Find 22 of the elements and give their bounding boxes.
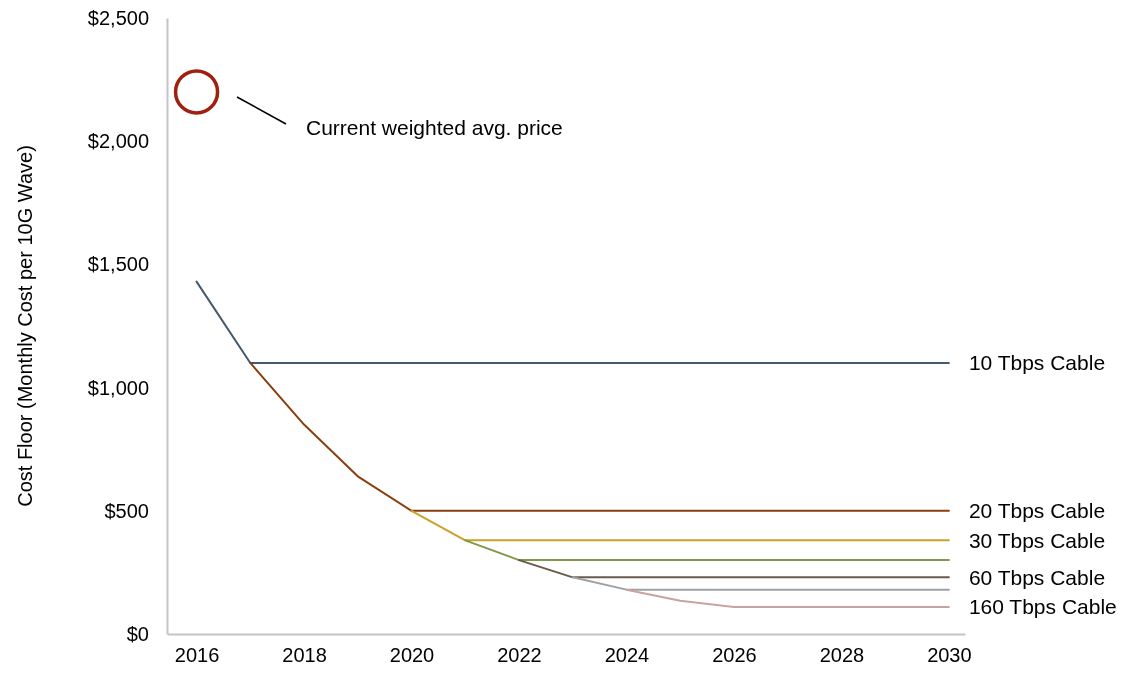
x-tick-label: 2024 — [604, 644, 650, 667]
annotation: Current weighted avg. price — [306, 116, 563, 140]
y-tick-label: $2,500 — [87, 6, 149, 29]
y-axis-title: Cost Floor (Monthly Cost per 10G Wave) — [14, 145, 36, 507]
series-label: 30 Tbps Cable — [968, 528, 1106, 552]
y-tick-label: $1,000 — [87, 376, 149, 399]
series-label: 20 Tbps Cable — [968, 499, 1106, 523]
x-tick-label: 2016 — [174, 644, 220, 667]
x-tick-label: 2018 — [282, 644, 327, 667]
y-tick-label: $500 — [104, 499, 149, 522]
y-tick-label: $0 — [126, 622, 149, 645]
x-tick-label: 2026 — [712, 644, 757, 667]
series-label: 160 Tbps Cable — [968, 595, 1117, 619]
series-label: 60 Tbps Cable — [968, 565, 1106, 589]
x-tick-label: 2020 — [389, 644, 435, 667]
y-tick-label: $1,500 — [87, 253, 149, 276]
x-tick-label: 2030 — [927, 644, 972, 667]
x-tick-label: 2022 — [497, 644, 542, 667]
line-series — [249, 361, 950, 512]
x-tick-label: 2028 — [819, 644, 865, 667]
series-label: 10 Tbps Cable — [968, 351, 1106, 375]
y-tick-label: $2,000 — [87, 130, 149, 153]
